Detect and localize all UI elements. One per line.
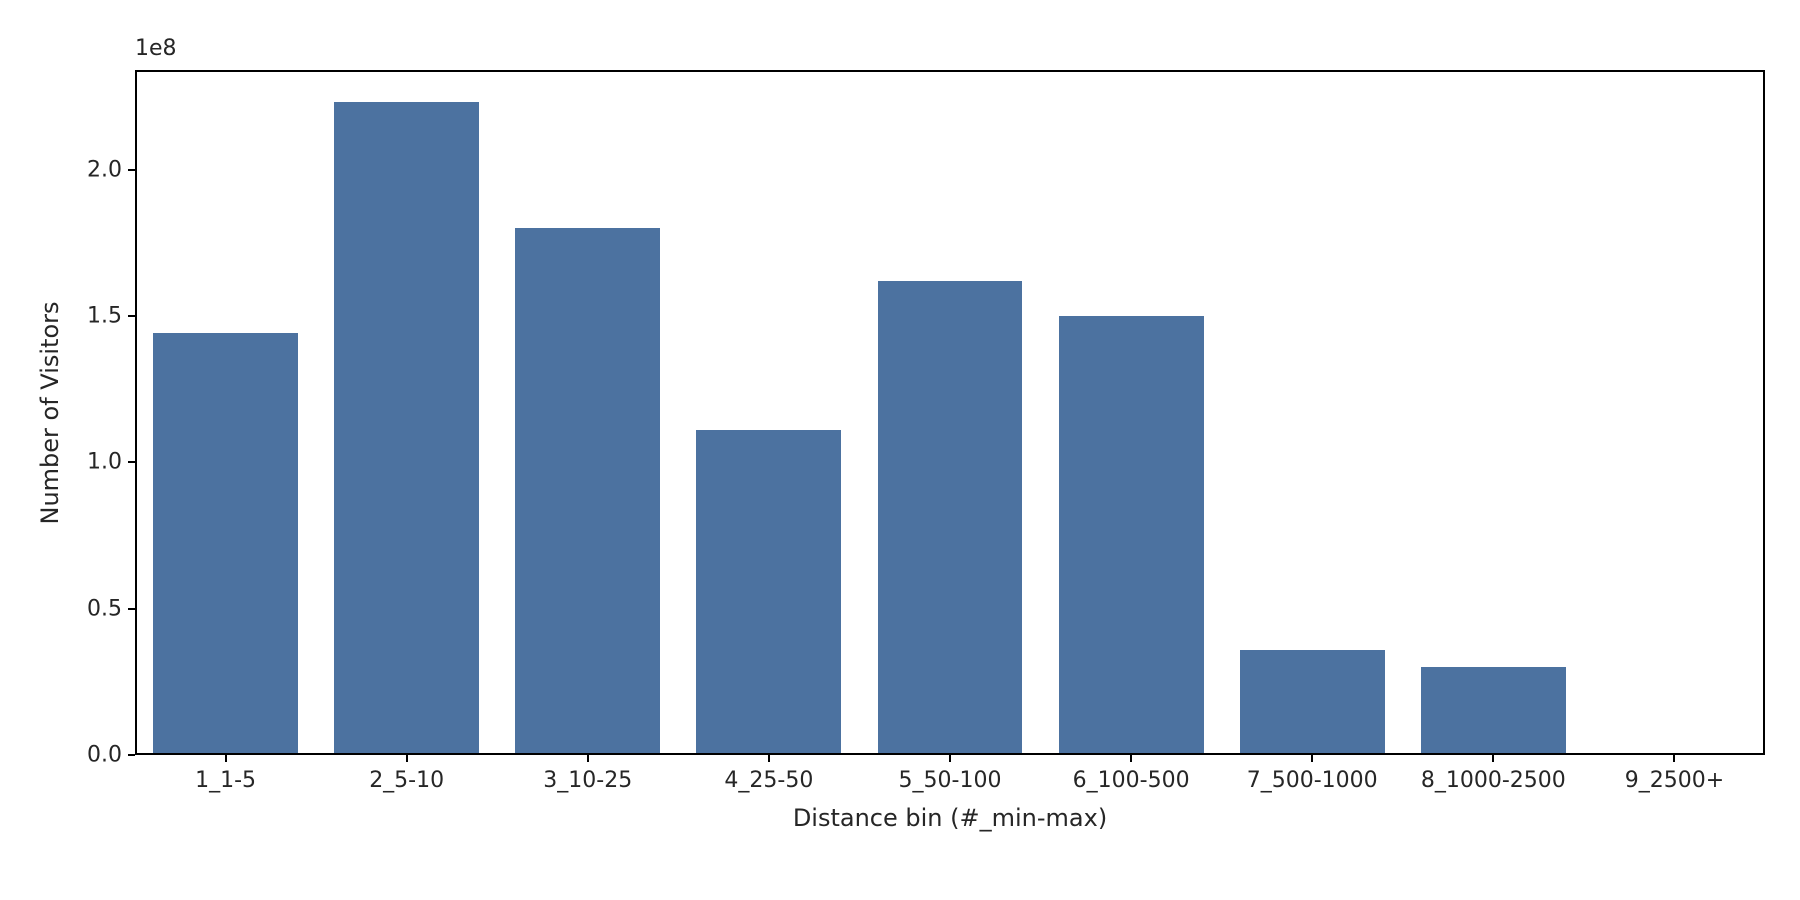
y-tick-mark — [128, 315, 135, 317]
bar — [515, 228, 660, 755]
bar — [1240, 650, 1385, 755]
x-tick-label: 7_500-1000 — [1247, 768, 1378, 793]
x-axis-label: Distance bin (#_min-max) — [793, 804, 1107, 832]
bar — [878, 281, 1023, 755]
x-tick-mark — [949, 755, 951, 762]
x-tick-label: 3_10-25 — [543, 768, 632, 793]
bar — [1421, 667, 1566, 755]
x-tick-mark — [1130, 755, 1132, 762]
bar — [153, 333, 298, 755]
bar — [1059, 316, 1204, 755]
x-tick-label: 6_100-500 — [1073, 768, 1190, 793]
y-tick-mark — [128, 754, 135, 756]
bar — [334, 102, 479, 755]
y-tick-label: 0.0 — [87, 743, 122, 768]
y-tick-label: 1.5 — [87, 303, 122, 328]
y-tick-label: 1.0 — [87, 450, 122, 475]
x-tick-label: 4_25-50 — [724, 768, 813, 793]
x-tick-label: 8_1000-2500 — [1421, 768, 1566, 793]
x-tick-mark — [1492, 755, 1494, 762]
x-tick-label: 9_2500+ — [1625, 768, 1724, 793]
x-tick-mark — [1311, 755, 1313, 762]
x-tick-mark — [587, 755, 589, 762]
x-tick-label: 1_1-5 — [195, 768, 256, 793]
x-tick-mark — [1673, 755, 1675, 762]
x-tick-mark — [406, 755, 408, 762]
y-axis-offset-text: 1e8 — [135, 36, 177, 61]
x-tick-mark — [768, 755, 770, 762]
x-tick-label: 2_5-10 — [369, 768, 444, 793]
x-tick-label: 5_50-100 — [899, 768, 1002, 793]
y-tick-mark — [128, 461, 135, 463]
plot-area — [135, 70, 1765, 755]
y-tick-mark — [128, 608, 135, 610]
y-axis-label: Number of Visitors — [36, 301, 64, 524]
y-tick-label: 2.0 — [87, 157, 122, 182]
y-tick-mark — [128, 169, 135, 171]
figure: 0.0 0.5 1.0 1.5 2.0 1_1-5 2_5-10 3_10-25 4_25-5… — [0, 0, 1800, 900]
x-tick-mark — [225, 755, 227, 762]
y-tick-label: 0.5 — [87, 596, 122, 621]
bar — [696, 430, 841, 755]
